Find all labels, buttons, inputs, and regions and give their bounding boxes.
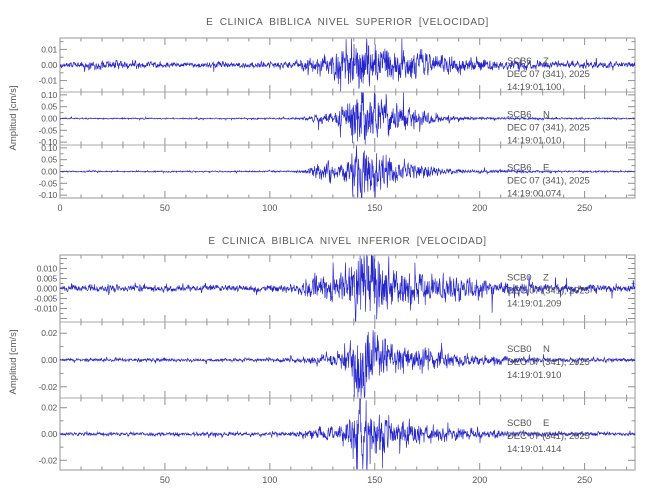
y-tick-label: 0.00: [41, 355, 57, 365]
y-tick-label: 0.005: [37, 274, 58, 284]
time-label: 14:19:01.010: [507, 136, 561, 147]
y-tick-label: 0.00: [41, 167, 57, 177]
channel-label: E: [543, 163, 549, 174]
x-tick-label: 100: [262, 475, 277, 485]
y-tick-label: -0.01: [39, 76, 58, 86]
x-tick-label: 100: [262, 203, 277, 213]
trace-SCB6-E: 0.10 0.05 0.00-0.05 -0.10 SCB6 E DEC 07 (341),…: [39, 143, 636, 200]
time-label: 14:19:01.209: [507, 299, 561, 310]
channel-label: N: [543, 110, 550, 121]
panel-0: 0.01 0.00 -0.01 SCB6 Z DEC 07 (341), 2025 14:1…: [39, 37, 636, 213]
y-tick-label: -0.10: [39, 137, 58, 147]
waveform-SCB0-Z: [59, 255, 636, 322]
x-tick-label: 250: [577, 475, 592, 485]
x-tick-label: 200: [472, 475, 487, 485]
x-tick-label: 250: [577, 203, 592, 213]
y-tick-label: -0.05: [39, 125, 58, 135]
trace-SCB6-Z: 0.01 0.00 -0.01 SCB6 Z DEC 07 (341), 2025 14:1…: [39, 38, 636, 93]
station-label: SCB6: [507, 163, 531, 174]
waveform-SCB0-E: [59, 398, 636, 470]
waveform-SCB0-N: [59, 330, 636, 398]
station-label: SCB0: [507, 273, 531, 284]
time-label: 14:19:01.910: [507, 370, 561, 381]
y-ticks: [60, 258, 635, 319]
y-tick-label: 0.02: [41, 328, 57, 338]
y-tick-label: 0.000: [37, 284, 58, 294]
y-tick-label: -0.10: [39, 190, 58, 200]
waveform-SCB6-Z: [59, 38, 636, 92]
y-tick-label: -0.05: [39, 178, 58, 188]
x-tick-label: 0: [57, 203, 62, 213]
trace-SCB6-N: 0.10 0.05 0.00-0.05 -0.10 SCB6 N DEC 07 (341),…: [39, 90, 635, 147]
time-label: 14:19:00.074: [507, 189, 561, 200]
y-tick-label: -0.02: [39, 455, 58, 465]
x-ticks: [80, 38, 628, 92]
station-label: SCB6: [507, 110, 531, 121]
station-label: SCB0: [507, 344, 531, 355]
channel-label: Z: [543, 56, 549, 67]
y-tick-label: 0.05: [41, 102, 57, 112]
channel-label: N: [543, 344, 550, 355]
y-tick-label: 0.10: [41, 90, 57, 100]
x-ticks: [80, 398, 628, 470]
waveform-SCB6-N: [59, 92, 635, 145]
date-label: DEC 07 (341), 2025: [507, 123, 590, 134]
x-tick-label: 50: [160, 203, 170, 213]
x-ticks: [80, 145, 628, 198]
plot-frame: [59, 254, 636, 471]
time-label: 14:19:01.100: [507, 82, 561, 93]
date-label: DEC 07 (341), 2025: [507, 286, 590, 297]
y-tick-label: 0.02: [41, 403, 57, 413]
channel-label: Z: [543, 273, 549, 284]
y-tick-label: 0.10: [41, 143, 57, 153]
x-ticks: [80, 92, 628, 145]
date-label: DEC 07 (341), 2025: [507, 357, 590, 368]
time-label: 14:19:01.414: [507, 444, 561, 455]
y-tick-label: 0.00: [41, 429, 57, 439]
x-tick-label: 50: [160, 475, 170, 485]
y-tick-label: 0.01: [41, 44, 57, 54]
date-label: DEC 07 (341), 2025: [507, 431, 590, 442]
trace-SCB0-E: 0.02 0.00 -0.02 SCB0 E DEC 07 (341), 2025 14:1…: [39, 397, 636, 470]
y-tick-label: -0.010: [34, 304, 57, 314]
y-tick-label: 0.00: [41, 60, 57, 70]
panel-title-inferior: E CLINICA BIBLICA NIVEL INFERIOR [VELOCI…: [208, 236, 487, 247]
y-tick-label: -0.005: [34, 294, 57, 304]
waveform-SCB6-E: [59, 145, 636, 198]
y-tick-label: -0.02: [39, 382, 58, 392]
x-ticks: [80, 322, 628, 398]
date-label: DEC 07 (341), 2025: [507, 69, 590, 80]
date-label: DEC 07 (341), 2025: [507, 176, 590, 187]
station-label: SCB0: [507, 418, 531, 429]
y-tick-label: 0.010: [37, 264, 58, 274]
trace-SCB0-N: 0.02 0.00 -0.02 SCB0 N DEC 07 (341), 2025 14:1…: [39, 321, 636, 398]
x-tick-label: 150: [367, 203, 382, 213]
y-tick-label: 0.00: [41, 114, 57, 124]
y-tick-label: 0.05: [41, 155, 57, 165]
x-tick-label: 200: [472, 203, 487, 213]
x-ticks: [80, 255, 628, 322]
panel-title-superior: E CLINICA BIBLICA NIVEL SUPERIOR [VELOCI…: [206, 17, 489, 28]
x-tick-label: 150: [367, 475, 382, 485]
channel-label: E: [543, 418, 549, 429]
station-label: SCB6: [507, 56, 531, 67]
